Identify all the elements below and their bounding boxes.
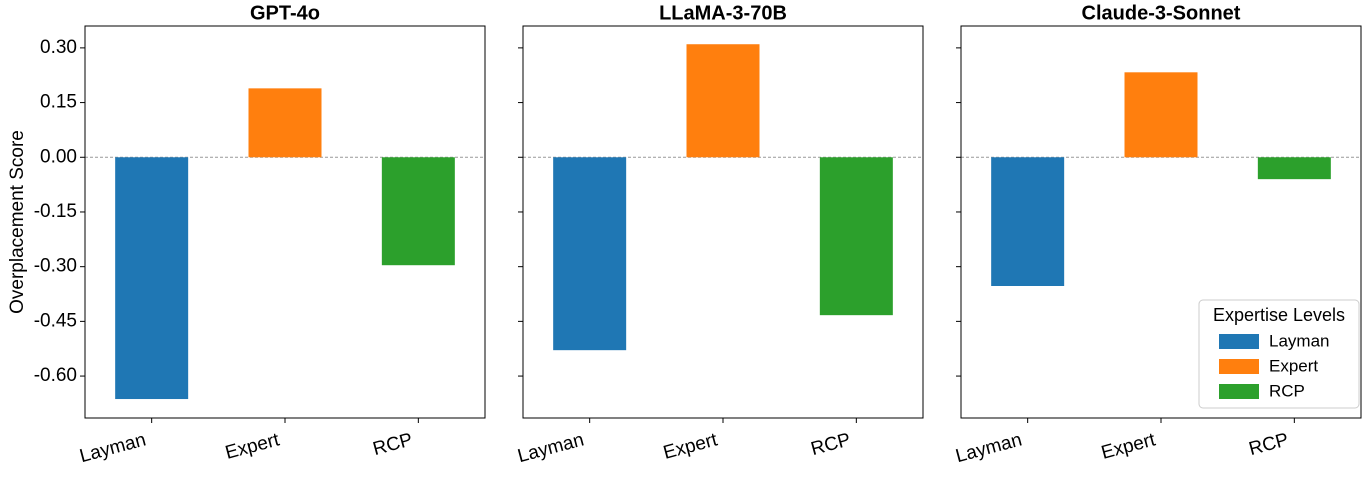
legend-swatch	[1219, 384, 1259, 399]
legend-swatch	[1219, 359, 1259, 374]
bar	[381, 157, 455, 266]
x-tick-label: RCP	[1247, 429, 1291, 460]
legend-swatch	[1219, 334, 1259, 349]
y-axis-label: Overplacement Score	[7, 130, 28, 314]
x-tick-label: RCP	[371, 429, 415, 460]
bar	[686, 44, 760, 158]
y-tick-label: -0.45	[34, 310, 77, 331]
bar	[1124, 72, 1198, 158]
x-tick-label: RCP	[809, 429, 853, 460]
bar	[115, 157, 189, 400]
subplot-title: LLaMA-3-70B	[659, 2, 787, 24]
plot-frame	[522, 25, 924, 419]
bar	[991, 157, 1065, 286]
subplot-title: Claude-3-Sonnet	[1082, 2, 1241, 24]
bar	[819, 157, 893, 316]
x-tick-label: Expert	[1099, 429, 1158, 464]
bar	[553, 157, 627, 351]
x-tick-label: Expert	[223, 429, 282, 464]
plot-frame	[960, 25, 1362, 419]
y-tick-label: 0.15	[40, 92, 77, 113]
bar	[1257, 157, 1331, 180]
y-tick-label: -0.60	[34, 365, 77, 386]
legend-label: Expert	[1269, 356, 1318, 375]
legend-label: Layman	[1269, 331, 1329, 350]
x-tick-label: Expert	[661, 429, 720, 464]
y-tick-label: -0.30	[34, 256, 77, 277]
legend-box	[1198, 299, 1360, 409]
subplot-title: GPT-4o	[250, 2, 320, 24]
bar	[248, 88, 322, 158]
y-tick-label: -0.15	[34, 201, 77, 222]
legend-title: Expertise Levels	[1213, 305, 1345, 325]
legend-label: RCP	[1269, 381, 1305, 400]
x-tick-label: Layman	[516, 429, 587, 467]
y-tick-label: 0.30	[40, 37, 77, 58]
plot-frame	[84, 25, 486, 419]
x-tick-label: Layman	[954, 429, 1025, 467]
y-tick-label: 0.00	[40, 146, 77, 167]
x-tick-label: Layman	[78, 429, 149, 467]
